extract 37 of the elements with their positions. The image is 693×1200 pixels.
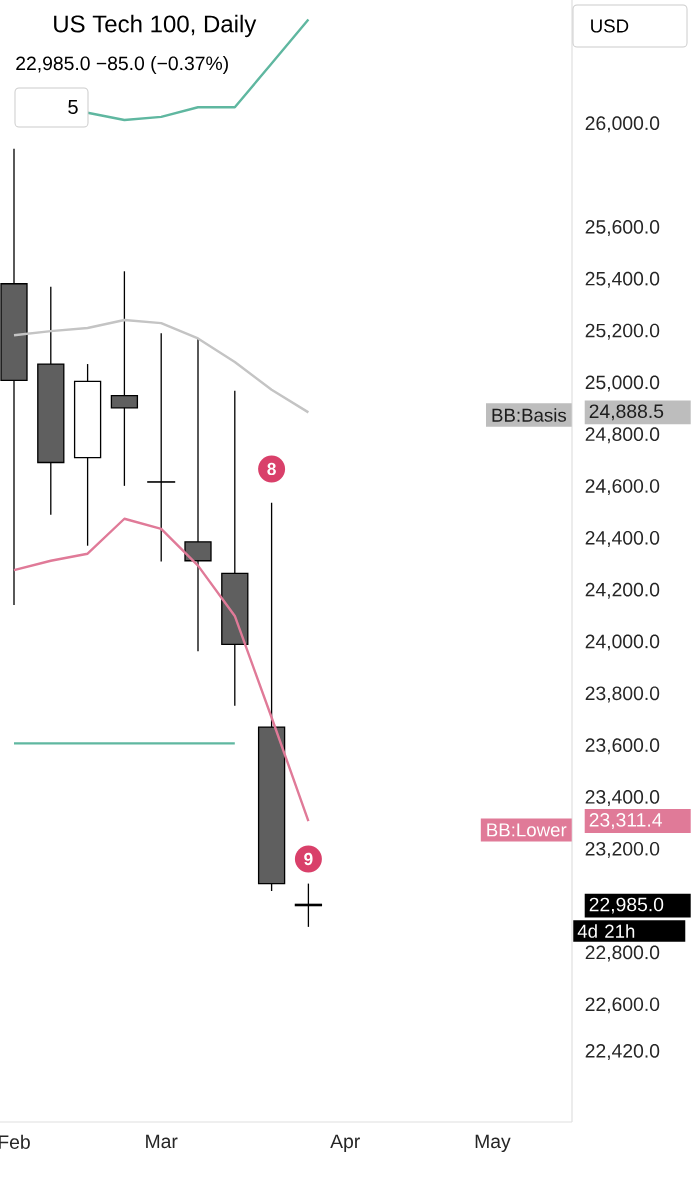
annotation: 8	[267, 462, 276, 476]
annotation: BB:Lower	[487, 823, 567, 837]
y-tick-label: 25,400.0	[585, 271, 660, 288]
x-tick-label: Apr	[330, 1134, 360, 1153]
candlestick	[146, 332, 176, 563]
annotation: BB:Basis	[492, 408, 567, 422]
x-tick-label: Mar	[146, 1134, 178, 1149]
y-tick-label: 23,600.0	[585, 738, 660, 755]
text: 22,985.0 −85.0 (−0.37%)	[16, 55, 228, 75]
candlestick	[110, 270, 139, 487]
y-tick-label: 25,000.0	[585, 375, 660, 392]
y-tick-label: 24,888.5	[589, 404, 664, 421]
y-tick-label: 22,420.0	[585, 1044, 660, 1061]
y-tick-label: 23,311.4	[589, 813, 662, 830]
x-tick-label: May	[475, 1134, 511, 1153]
y-tick-label: 22,800.0	[585, 945, 660, 962]
y-tick-label: 24,800.0	[585, 427, 660, 444]
y-tick-label: 23,800.0	[585, 686, 660, 703]
y-tick-label: 25,600.0	[585, 220, 660, 236]
text: US Tech 100, Daily	[54, 14, 257, 38]
y-tick-label: 22,985.0	[589, 897, 664, 914]
y-tick-label: 24,000.0	[585, 634, 660, 651]
y-tick-label: 26,000.0	[585, 116, 660, 133]
y-tick-label: 25,200.0	[585, 323, 660, 340]
y-tick-label: 23,200.0	[585, 841, 660, 858]
y-tick-label: 24,600.0	[585, 479, 660, 496]
line-series	[12, 318, 310, 414]
line-series	[12, 517, 310, 823]
text: USD	[591, 19, 629, 33]
annotation: 9	[304, 852, 313, 866]
text: 4d 21h	[577, 924, 635, 938]
y-tick-label: 24,200.0	[585, 582, 660, 599]
y-tick-label: 24,400.0	[585, 530, 660, 547]
annotation: 5	[68, 100, 78, 114]
y-tick-label: 22,600.0	[585, 997, 660, 1014]
candlestick	[184, 337, 212, 652]
y-tick-label: 23,400.0	[585, 790, 660, 807]
